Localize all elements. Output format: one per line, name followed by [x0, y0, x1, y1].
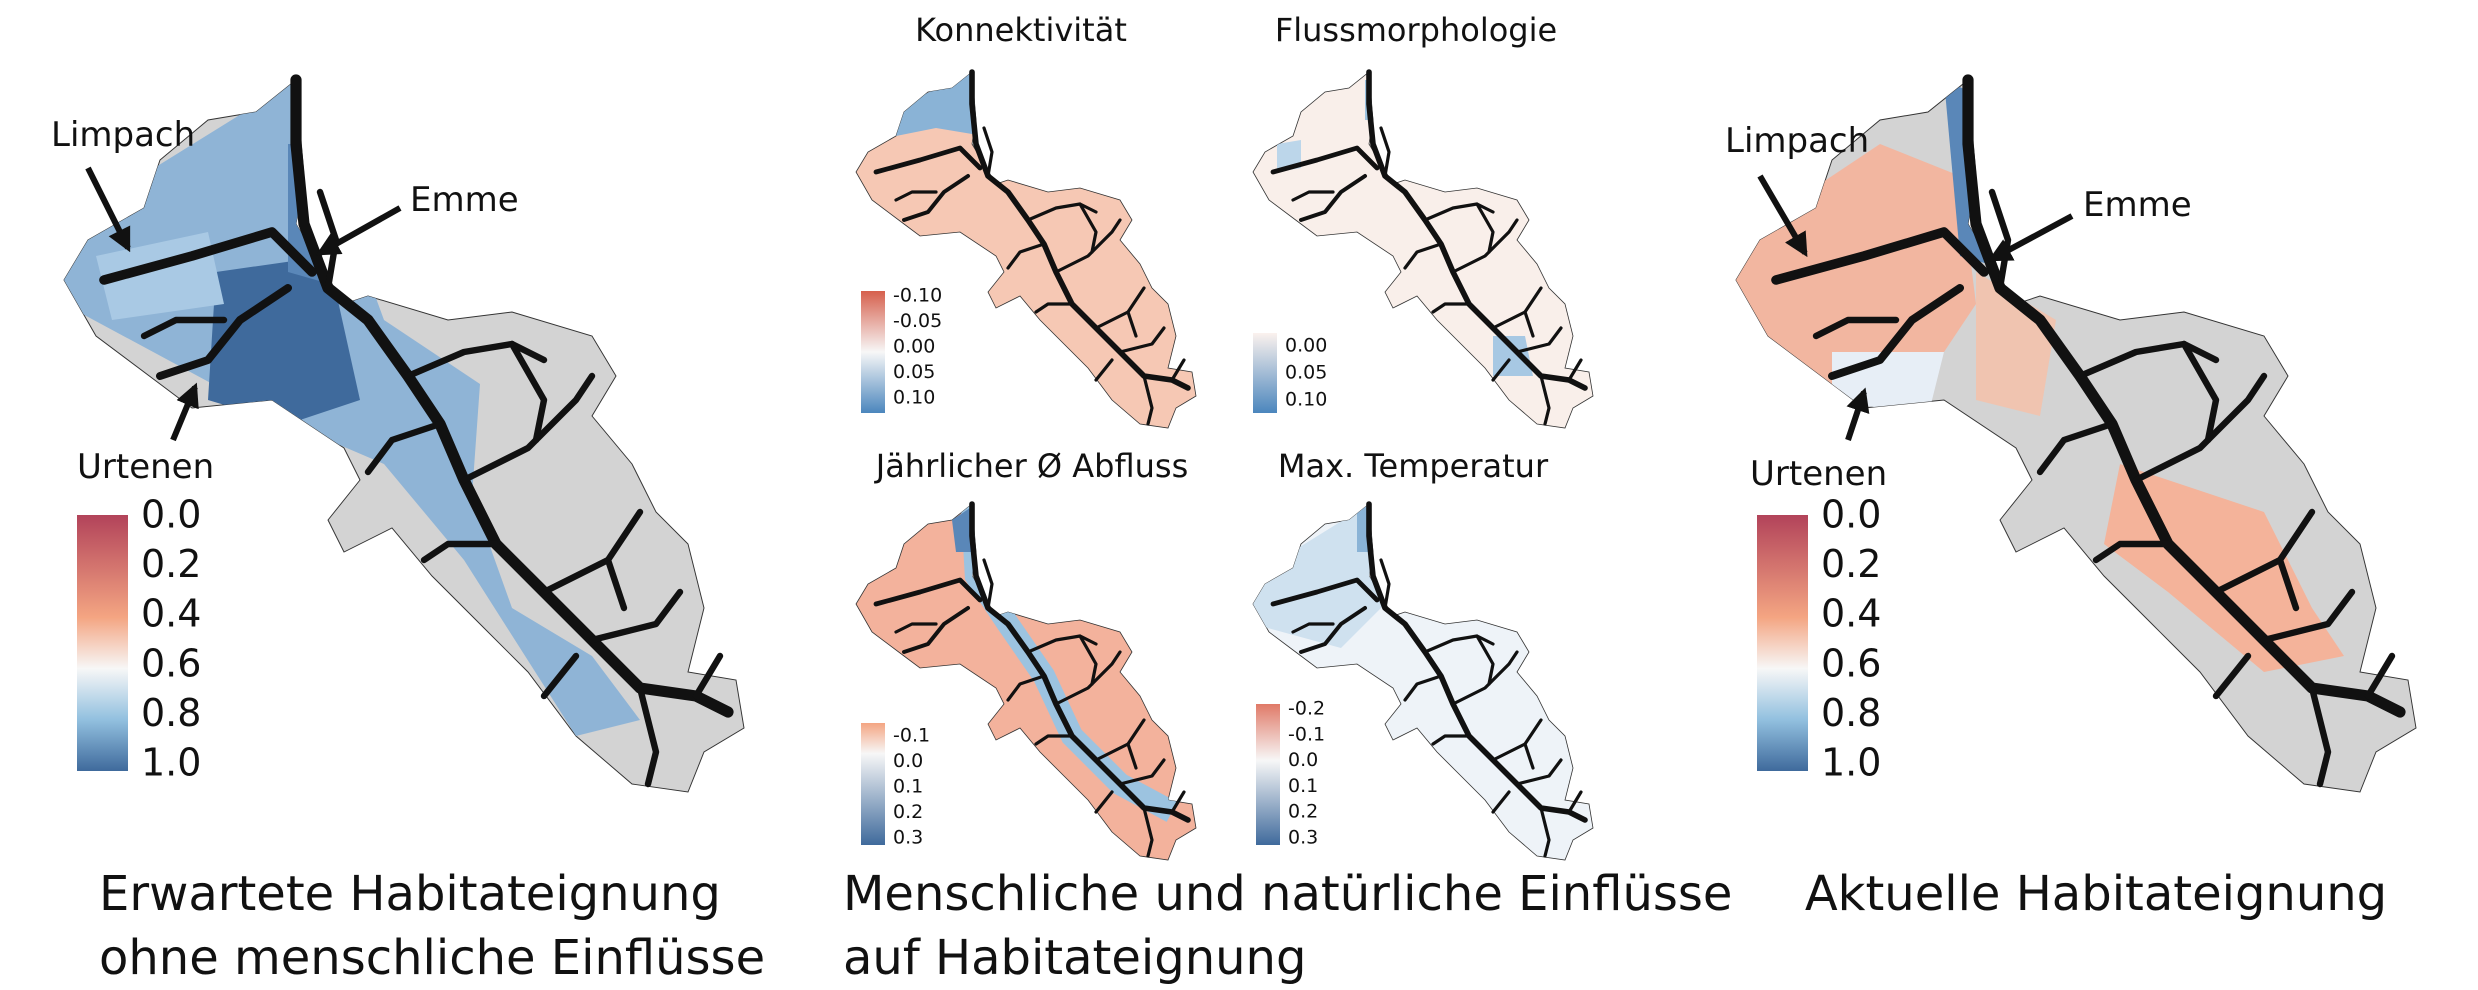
colorbar [1256, 704, 1280, 845]
legend-label: 0.0 [1288, 749, 1318, 771]
map-title: Jährlicher Ø Abfluss [874, 447, 1189, 485]
legend-label: 0.05 [1285, 362, 1327, 384]
legend-label: 0.0 [1821, 493, 1881, 537]
legend-labels: 0.0 0.2 0.4 0.6 0.8 1.0 [1821, 493, 1881, 785]
legend-label: -0.1 [893, 725, 930, 747]
colorbar [861, 291, 885, 413]
map-konnektivitaet [855, 72, 1197, 429]
legend-label: 0.00 [893, 336, 935, 358]
legend-label: 0.2 [1288, 801, 1318, 823]
river-label: Limpach [51, 115, 195, 155]
river-label: Urtenen [77, 447, 214, 487]
legend-label: 1.0 [1821, 741, 1881, 785]
colorbar [1757, 515, 1808, 771]
legend-label: 0.0 [893, 750, 923, 772]
legend-label: -0.05 [893, 310, 942, 332]
caption: Aktuelle Habitateignung [1805, 866, 2387, 922]
legend-label: -0.10 [893, 285, 942, 307]
river-label: Emme [410, 180, 519, 220]
legend-label: 0.2 [893, 801, 923, 823]
legend-label: 0.3 [893, 827, 923, 849]
legend-label: 0.8 [1821, 691, 1881, 735]
colorbar [861, 723, 885, 845]
legend-label: 0.10 [893, 387, 935, 409]
legend-labels: -0.10 -0.05 0.00 0.05 0.10 0.00 0.05 0.10 -0.1 0.… [893, 285, 1327, 849]
legend-label: 0.00 [1285, 335, 1327, 357]
legend-label: 0.6 [1821, 641, 1881, 685]
colorbar [77, 515, 128, 771]
legend-label: 0.4 [1821, 592, 1881, 636]
legend-label: 0.1 [1288, 775, 1318, 797]
legend-label: 0.2 [141, 542, 201, 586]
caption: ohne menschliche Einflüsse [99, 930, 765, 986]
map-title: Max. Temperatur [1278, 447, 1549, 485]
map-flussmorphologie [1252, 72, 1594, 429]
legend-labels: 0.0 0.2 0.4 0.6 0.8 1.0 [141, 493, 201, 785]
legend-label: 0.05 [893, 361, 935, 383]
river-label: Emme [2083, 185, 2192, 225]
river-label: Limpach [1725, 121, 1869, 161]
legend-label: -0.1 [1288, 723, 1325, 745]
river-label: Urtenen [1750, 454, 1887, 494]
legend-label: 0.0 [141, 493, 201, 537]
legend-label: -0.2 [1288, 698, 1325, 720]
legend-label: 0.1 [893, 776, 923, 798]
map-title: Flussmorphologie [1275, 11, 1557, 49]
arrows [85, 166, 2074, 442]
legend-label: 0.10 [1285, 389, 1327, 411]
legend-label: 0.2 [1821, 542, 1881, 586]
caption: auf Habitateignung [843, 930, 1306, 986]
legend-label: 1.0 [141, 741, 201, 785]
colorbar [1253, 333, 1277, 413]
caption: Menschliche und natürliche Einflüsse [843, 866, 1732, 922]
legend-label: 0.6 [141, 641, 201, 685]
legend-label: 0.8 [141, 691, 201, 735]
caption: Erwartete Habitateignung [99, 866, 721, 922]
legend-label: 0.3 [1288, 827, 1318, 849]
map-title: Konnektivität [915, 11, 1127, 49]
legend-label: 0.4 [141, 592, 201, 636]
